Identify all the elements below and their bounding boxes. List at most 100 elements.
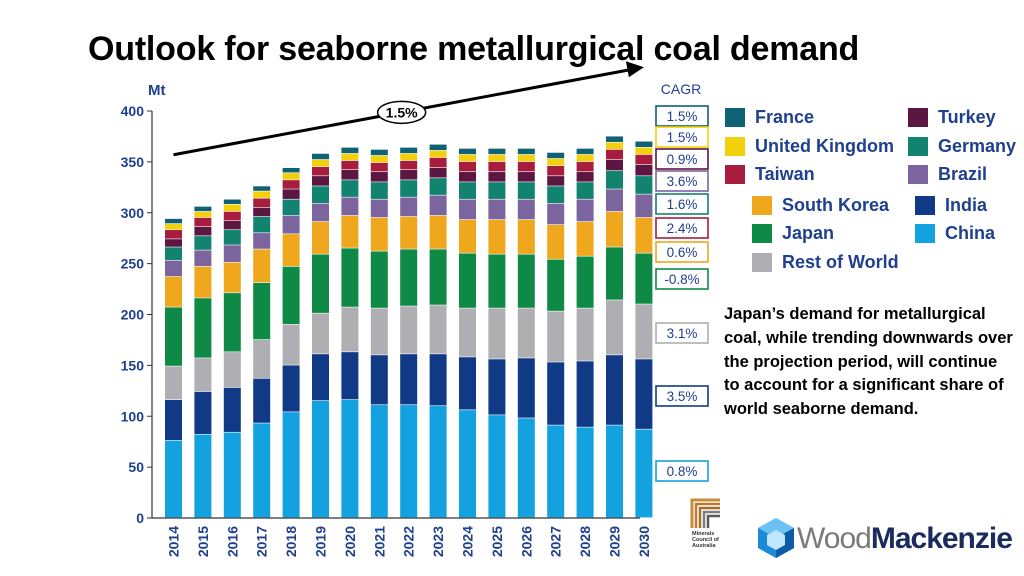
bar-segment-south-korea xyxy=(341,215,359,248)
bar-segment-brazil xyxy=(517,199,535,220)
bar-segment-turkey xyxy=(312,176,329,186)
cagr-value: 1.6% xyxy=(667,197,698,212)
bar-segment-brazil xyxy=(312,203,329,222)
bar-segment-germany xyxy=(635,176,653,194)
bar-segment-brazil xyxy=(253,233,271,249)
bar-segment-rest-of-world xyxy=(223,352,241,388)
bar-segment-india xyxy=(282,365,300,412)
wood-mackenzie-wordmark: WoodMackenzie xyxy=(797,522,1013,556)
bar-segment-japan xyxy=(576,256,594,308)
bar-segment-taiwan xyxy=(635,154,653,165)
trend-label-bubble xyxy=(376,100,427,125)
x-tick-label: 2017 xyxy=(254,526,270,557)
bar-segment-turkey xyxy=(341,170,359,180)
cagr-value: 0.9% xyxy=(667,152,698,167)
cagr-value: 1.5% xyxy=(667,109,698,124)
x-tick-label: 2029 xyxy=(607,526,623,557)
bar-segment-turkey xyxy=(400,170,418,180)
bar-segment-united-kingdom xyxy=(223,204,241,212)
bar-segment-france xyxy=(223,199,241,205)
bar-segment-france xyxy=(370,149,388,156)
bar-segment-germany xyxy=(517,182,535,199)
bar-segment-taiwan xyxy=(341,160,359,170)
bar-segment-taiwan xyxy=(606,149,623,160)
y-tick-label: 50 xyxy=(128,459,144,475)
y-tick-label: 350 xyxy=(121,154,145,170)
bar-segment-turkey xyxy=(253,207,271,217)
wordmark-light: Wood xyxy=(797,522,872,555)
legend-item-taiwan: Taiwan xyxy=(725,164,815,185)
bar-segment-germany xyxy=(606,171,623,189)
bar-segment-france xyxy=(576,148,594,155)
bar-segment-india xyxy=(400,354,418,405)
bar-segment-taiwan xyxy=(459,161,476,172)
x-tick-label: 2022 xyxy=(401,526,417,557)
bar-segment-china xyxy=(282,412,300,518)
bar-segment-germany xyxy=(165,247,182,260)
legend-swatch xyxy=(752,196,772,215)
bar-segment-japan xyxy=(253,282,271,340)
bar-segment-india xyxy=(517,358,535,418)
bar-segment-taiwan xyxy=(253,198,271,208)
bar-segment-france xyxy=(606,136,623,142)
x-tick-label: 2026 xyxy=(518,526,534,557)
legend-label: Brazil xyxy=(938,164,988,184)
bar-segment-rest-of-world xyxy=(165,366,182,400)
bar-segment-germany xyxy=(459,182,476,199)
bar-segment-taiwan xyxy=(547,165,565,176)
x-tick-label: 2016 xyxy=(224,526,240,557)
bar-segment-india xyxy=(547,362,565,425)
bar-segment-south-korea xyxy=(517,219,535,254)
bar-segment-germany xyxy=(488,182,506,199)
bar-segment-rest-of-world xyxy=(400,306,418,354)
minerals-council-logo xyxy=(690,498,728,560)
bar-segment-rest-of-world xyxy=(312,313,329,354)
bar-segment-germany xyxy=(429,178,447,195)
bar-segment-india xyxy=(253,378,271,423)
chart-axes: Mt 0 50 100 150 200 250 300 350 400 2014 2015 2016 20… xyxy=(121,82,652,557)
trend-arrow-head xyxy=(625,61,644,78)
y-tick-label: 100 xyxy=(121,408,145,424)
legend-item-united-kingdom: United Kingdom xyxy=(725,136,894,157)
bar-segment-united-kingdom xyxy=(547,158,565,166)
bar-segment-south-korea xyxy=(635,217,653,253)
bar-segment-india xyxy=(429,354,447,406)
bar-segment-brazil xyxy=(429,195,447,216)
cagr-box-south-korea xyxy=(655,241,709,263)
cagr-box-china xyxy=(655,460,709,482)
x-tick-label: 2023 xyxy=(430,526,446,557)
bar-segment-south-korea xyxy=(165,276,182,307)
bar-segment-japan xyxy=(488,254,506,308)
bar-segment-china xyxy=(165,440,182,518)
legend-swatch xyxy=(908,165,928,184)
bar-segment-turkey xyxy=(459,172,476,182)
bar-segment-france xyxy=(253,186,271,191)
y-tick-label: 400 xyxy=(121,103,145,119)
legend-label: Turkey xyxy=(938,107,996,127)
cagr-box-brazil xyxy=(655,170,709,192)
bar-segment-india xyxy=(223,387,241,432)
bar-segment-china xyxy=(341,399,359,518)
bar-segment-japan xyxy=(459,253,476,308)
bar-segment-brazil xyxy=(370,199,388,218)
bar-segment-brazil xyxy=(165,260,182,277)
bar-segment-rest-of-world xyxy=(459,308,476,357)
bar-segment-south-korea xyxy=(429,215,447,249)
bar-segment-south-korea xyxy=(459,219,476,253)
bar-segment-turkey xyxy=(576,172,594,182)
bar-segment-united-kingdom xyxy=(488,154,506,162)
cagr-box-united-kingdom xyxy=(655,126,709,148)
bar-segment-india xyxy=(635,359,653,429)
bar-segment-india xyxy=(194,391,212,434)
bar-segment-france xyxy=(341,147,359,154)
bar-segment-germany xyxy=(312,186,329,203)
bar-segment-japan xyxy=(312,254,329,313)
bar-segment-germany xyxy=(223,230,241,245)
bar-segment-china xyxy=(459,410,476,518)
legend-label: United Kingdom xyxy=(755,136,894,156)
bar-segment-japan xyxy=(400,249,418,306)
x-tick-label: 2021 xyxy=(371,526,387,557)
legend-label: China xyxy=(945,223,996,243)
bar-segment-brazil xyxy=(223,245,241,263)
